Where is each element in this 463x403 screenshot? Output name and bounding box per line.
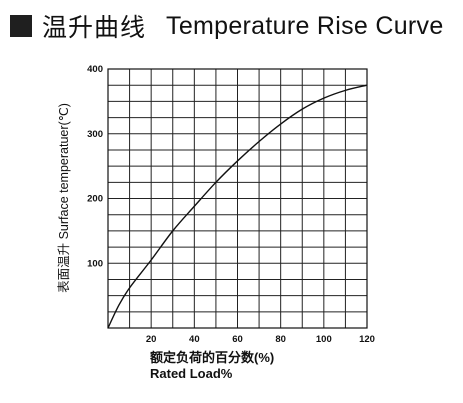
x-tick-label: 120 [359,334,375,345]
x-tick-label: 100 [316,334,332,345]
filled-square-icon [10,15,32,37]
x-tick-label: 60 [232,334,243,345]
chart-header: 温升曲线 Temperature Rise Curve [10,6,460,46]
y-axis-title: 表面温升 Surface temperatuer(℃) [57,103,71,293]
x-tick-label: 40 [189,334,200,345]
plot-frame [107,68,368,329]
x-tick-label: 20 [146,334,157,345]
temperature-rise-curve [107,84,368,329]
x-tick-label: 80 [275,334,286,345]
y-tick-label: 300 [87,129,103,140]
y-tick-label: 200 [87,194,103,205]
title-chinese: 温升曲线 [42,14,147,42]
y-tick-label: 100 [87,258,103,269]
x-axis-title: 额定负荷的百分数(%) Rated Load% [150,350,274,382]
x-axis-title-english: Rated Load% [150,366,233,381]
title-english: Temperature Rise Curve [166,11,444,40]
x-axis-title-chinese: 额定负荷的百分数(%) [150,350,275,365]
y-tick-label: 400 [87,64,103,75]
